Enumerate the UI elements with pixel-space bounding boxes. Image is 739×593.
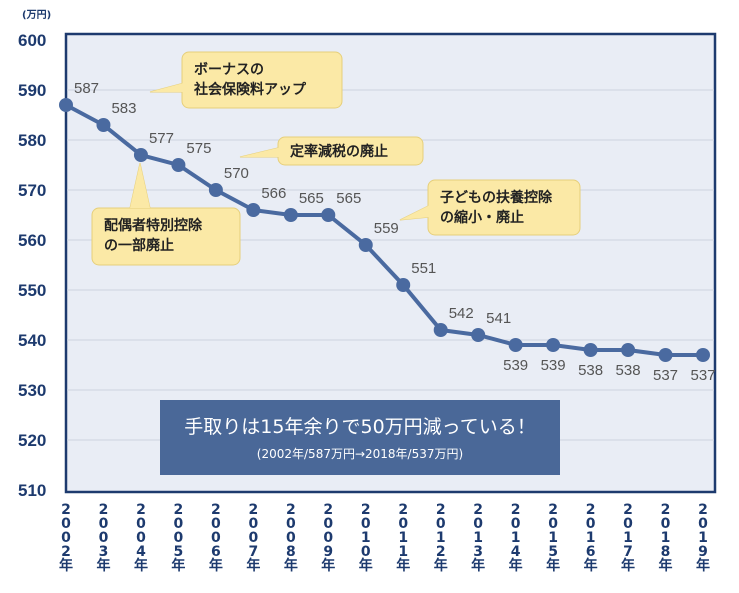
data-label: 575 bbox=[186, 140, 211, 157]
data-label: 587 bbox=[74, 80, 99, 97]
data-label: 538 bbox=[578, 362, 603, 379]
data-label: 542 bbox=[449, 305, 474, 322]
data-point bbox=[696, 348, 710, 362]
callout-text: ボーナスの bbox=[194, 62, 264, 78]
y-tick-label: 600 bbox=[18, 31, 46, 50]
y-tick-label: 540 bbox=[18, 331, 46, 350]
data-point bbox=[508, 338, 523, 352]
y-unit-label: (万円) bbox=[22, 9, 51, 21]
data-point bbox=[246, 203, 261, 217]
y-tick-label: 590 bbox=[18, 81, 46, 100]
data-label: 537 bbox=[653, 367, 678, 384]
data-point bbox=[471, 328, 486, 342]
data-point bbox=[96, 118, 111, 132]
data-label: 538 bbox=[616, 362, 641, 379]
data-label: 551 bbox=[411, 260, 436, 277]
data-label: 565 bbox=[299, 190, 324, 207]
data-point bbox=[658, 348, 673, 362]
data-point bbox=[283, 208, 298, 222]
data-point bbox=[621, 343, 636, 357]
data-point bbox=[133, 148, 148, 162]
callout-text: 子どもの扶養控除 bbox=[440, 189, 553, 206]
y-tick-label: 510 bbox=[18, 481, 46, 500]
data-point bbox=[358, 238, 373, 252]
data-point bbox=[433, 323, 448, 337]
callout-text: 配偶者特別控除 bbox=[104, 217, 203, 234]
data-label: 566 bbox=[261, 185, 286, 202]
callout-text: の縮小・廃止 bbox=[440, 209, 524, 226]
data-point bbox=[396, 278, 411, 292]
data-label: 539 bbox=[541, 357, 566, 374]
data-point bbox=[208, 183, 223, 197]
y-tick-label: 570 bbox=[18, 181, 46, 200]
y-tick-label: 530 bbox=[18, 381, 46, 400]
data-point bbox=[321, 208, 336, 222]
y-tick-label: 560 bbox=[18, 231, 46, 250]
data-label: 539 bbox=[503, 357, 528, 374]
summary-title: 手取りは15年余りで50万円減っている！ bbox=[184, 416, 535, 438]
data-label: 541 bbox=[486, 310, 511, 327]
data-label: 583 bbox=[111, 100, 136, 117]
callout-text: 社会保険料アップ bbox=[193, 81, 307, 98]
summary-box: 手取りは15年余りで50万円減っている！ (2002年/587万円→2018年/… bbox=[160, 400, 560, 475]
data-point bbox=[546, 338, 561, 352]
callout-text: の一部廃止 bbox=[104, 237, 174, 254]
y-tick-label: 550 bbox=[18, 281, 46, 300]
data-point bbox=[583, 343, 598, 357]
data-label: 565 bbox=[336, 190, 361, 207]
data-point bbox=[59, 98, 73, 112]
y-tick-label: 520 bbox=[18, 431, 46, 450]
summary-subtitle: (2002年/587万円→2018年/537万円) bbox=[257, 447, 463, 461]
data-label: 537 bbox=[690, 367, 715, 384]
data-point bbox=[171, 158, 186, 172]
data-label: 577 bbox=[149, 130, 174, 147]
y-tick-label: 580 bbox=[18, 131, 46, 150]
callout-text: 定率減税の廃止 bbox=[290, 143, 388, 160]
callout: 定率減税の廃止 bbox=[239, 136, 424, 166]
data-label: 559 bbox=[374, 220, 399, 237]
data-label: 570 bbox=[224, 165, 249, 182]
